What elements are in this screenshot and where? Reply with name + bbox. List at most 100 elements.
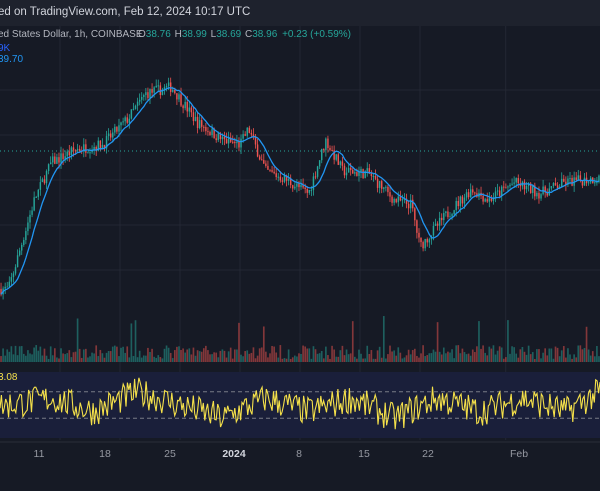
volume-bar: [447, 351, 449, 362]
volume-bar: [105, 352, 108, 362]
volume-bar: [300, 353, 302, 362]
candle-body: [27, 222, 29, 232]
candle-body: [132, 108, 135, 110]
candle-body: [507, 186, 509, 188]
volume-bar: [337, 356, 340, 362]
volume-bar: [111, 346, 114, 362]
volume-bar: [103, 357, 106, 362]
volume-bar: [89, 356, 91, 362]
volume-bar: [289, 358, 292, 362]
volume-bar: [356, 358, 358, 362]
volume-bar: [76, 318, 79, 362]
volume-bar: [51, 355, 54, 362]
candle-body: [25, 231, 27, 241]
volume-bar: [217, 357, 220, 362]
volume-bar: [351, 321, 354, 362]
volume-bar: [180, 350, 182, 362]
candle-body: [87, 152, 89, 154]
candle-body: [329, 147, 331, 151]
symbol-title[interactable]: ed States Dollar, 1h, COINBASE: [0, 29, 143, 40]
volume-bar: [256, 355, 259, 362]
candle-body: [432, 225, 435, 236]
volume-bar: [37, 350, 40, 362]
candle-body: [321, 149, 323, 161]
candle-body: [426, 239, 428, 243]
volume-bar: [302, 345, 304, 362]
volume-bar: [507, 320, 509, 362]
volume-bar: [304, 346, 306, 362]
candle-body: [178, 94, 180, 100]
volume-bar: [134, 320, 137, 362]
volume-bar: [54, 348, 56, 362]
volume-bar: [467, 353, 470, 362]
volume-bar: [500, 347, 503, 362]
candle-body: [583, 177, 586, 186]
candle-body: [374, 175, 377, 179]
ohlc-readout: O38.76 H38.99 L38.69 C38.96 +0.23 (+0.59…: [138, 29, 351, 40]
volume-bar: [0, 356, 2, 362]
close-value: 38.96: [252, 29, 278, 40]
volume-bar: [246, 350, 249, 362]
candle-body: [532, 185, 534, 193]
candle-body: [58, 157, 60, 163]
candle-body: [184, 101, 186, 109]
candle-body: [496, 190, 499, 192]
volume-bar: [66, 353, 69, 362]
candle-body: [172, 89, 174, 92]
volume-bar: [434, 351, 437, 362]
volume-bar: [577, 345, 580, 362]
candle-body: [74, 150, 77, 152]
volume-bar: [521, 346, 524, 362]
volume-bar: [496, 350, 499, 362]
volume-bar: [525, 354, 528, 362]
volume-bar: [565, 357, 567, 362]
candle-body: [428, 239, 431, 243]
volume-bar: [327, 355, 329, 362]
volume-bar: [486, 355, 489, 362]
volume-bar: [469, 355, 472, 362]
candle-body: [387, 186, 389, 193]
volume-bar: [594, 356, 596, 362]
candle-body: [45, 171, 48, 184]
volume-bar: [432, 349, 435, 362]
volume-bar: [376, 350, 379, 362]
candle-body: [109, 133, 112, 138]
candle-body: [509, 184, 511, 187]
volume-bar: [471, 349, 474, 362]
volume-bar: [209, 354, 211, 362]
candle-body: [149, 89, 151, 98]
volume-bar: [393, 350, 395, 362]
candle-body: [213, 128, 215, 139]
candle-body: [490, 198, 493, 201]
candle-body: [232, 141, 234, 143]
candle-body: [130, 109, 133, 119]
volume-bar: [294, 355, 296, 362]
candle-body: [167, 82, 170, 86]
volume-bar: [29, 353, 31, 362]
candle-body: [331, 150, 333, 152]
candle-body: [389, 192, 391, 197]
x-tick-label: Feb: [509, 448, 529, 460]
volume-bar: [546, 355, 549, 362]
volume-bar: [318, 353, 321, 362]
volume-bar: [424, 356, 426, 362]
candle-body: [60, 153, 62, 163]
candle-body: [381, 181, 383, 189]
candle-body: [523, 181, 526, 190]
candle-body: [405, 198, 408, 204]
volume-bar: [517, 357, 520, 362]
low-value: 38.69: [216, 29, 242, 40]
volume-bar: [418, 357, 420, 362]
volume-bar: [534, 358, 536, 362]
volume-bar: [165, 345, 168, 362]
volume-bar: [538, 349, 540, 362]
candle-body: [263, 160, 265, 164]
candle-body: [194, 116, 197, 122]
volume-bar: [531, 352, 534, 362]
volume-bar: [60, 348, 62, 362]
candle-body: [91, 149, 93, 153]
candle-body: [145, 92, 147, 96]
candle-body: [544, 186, 546, 193]
